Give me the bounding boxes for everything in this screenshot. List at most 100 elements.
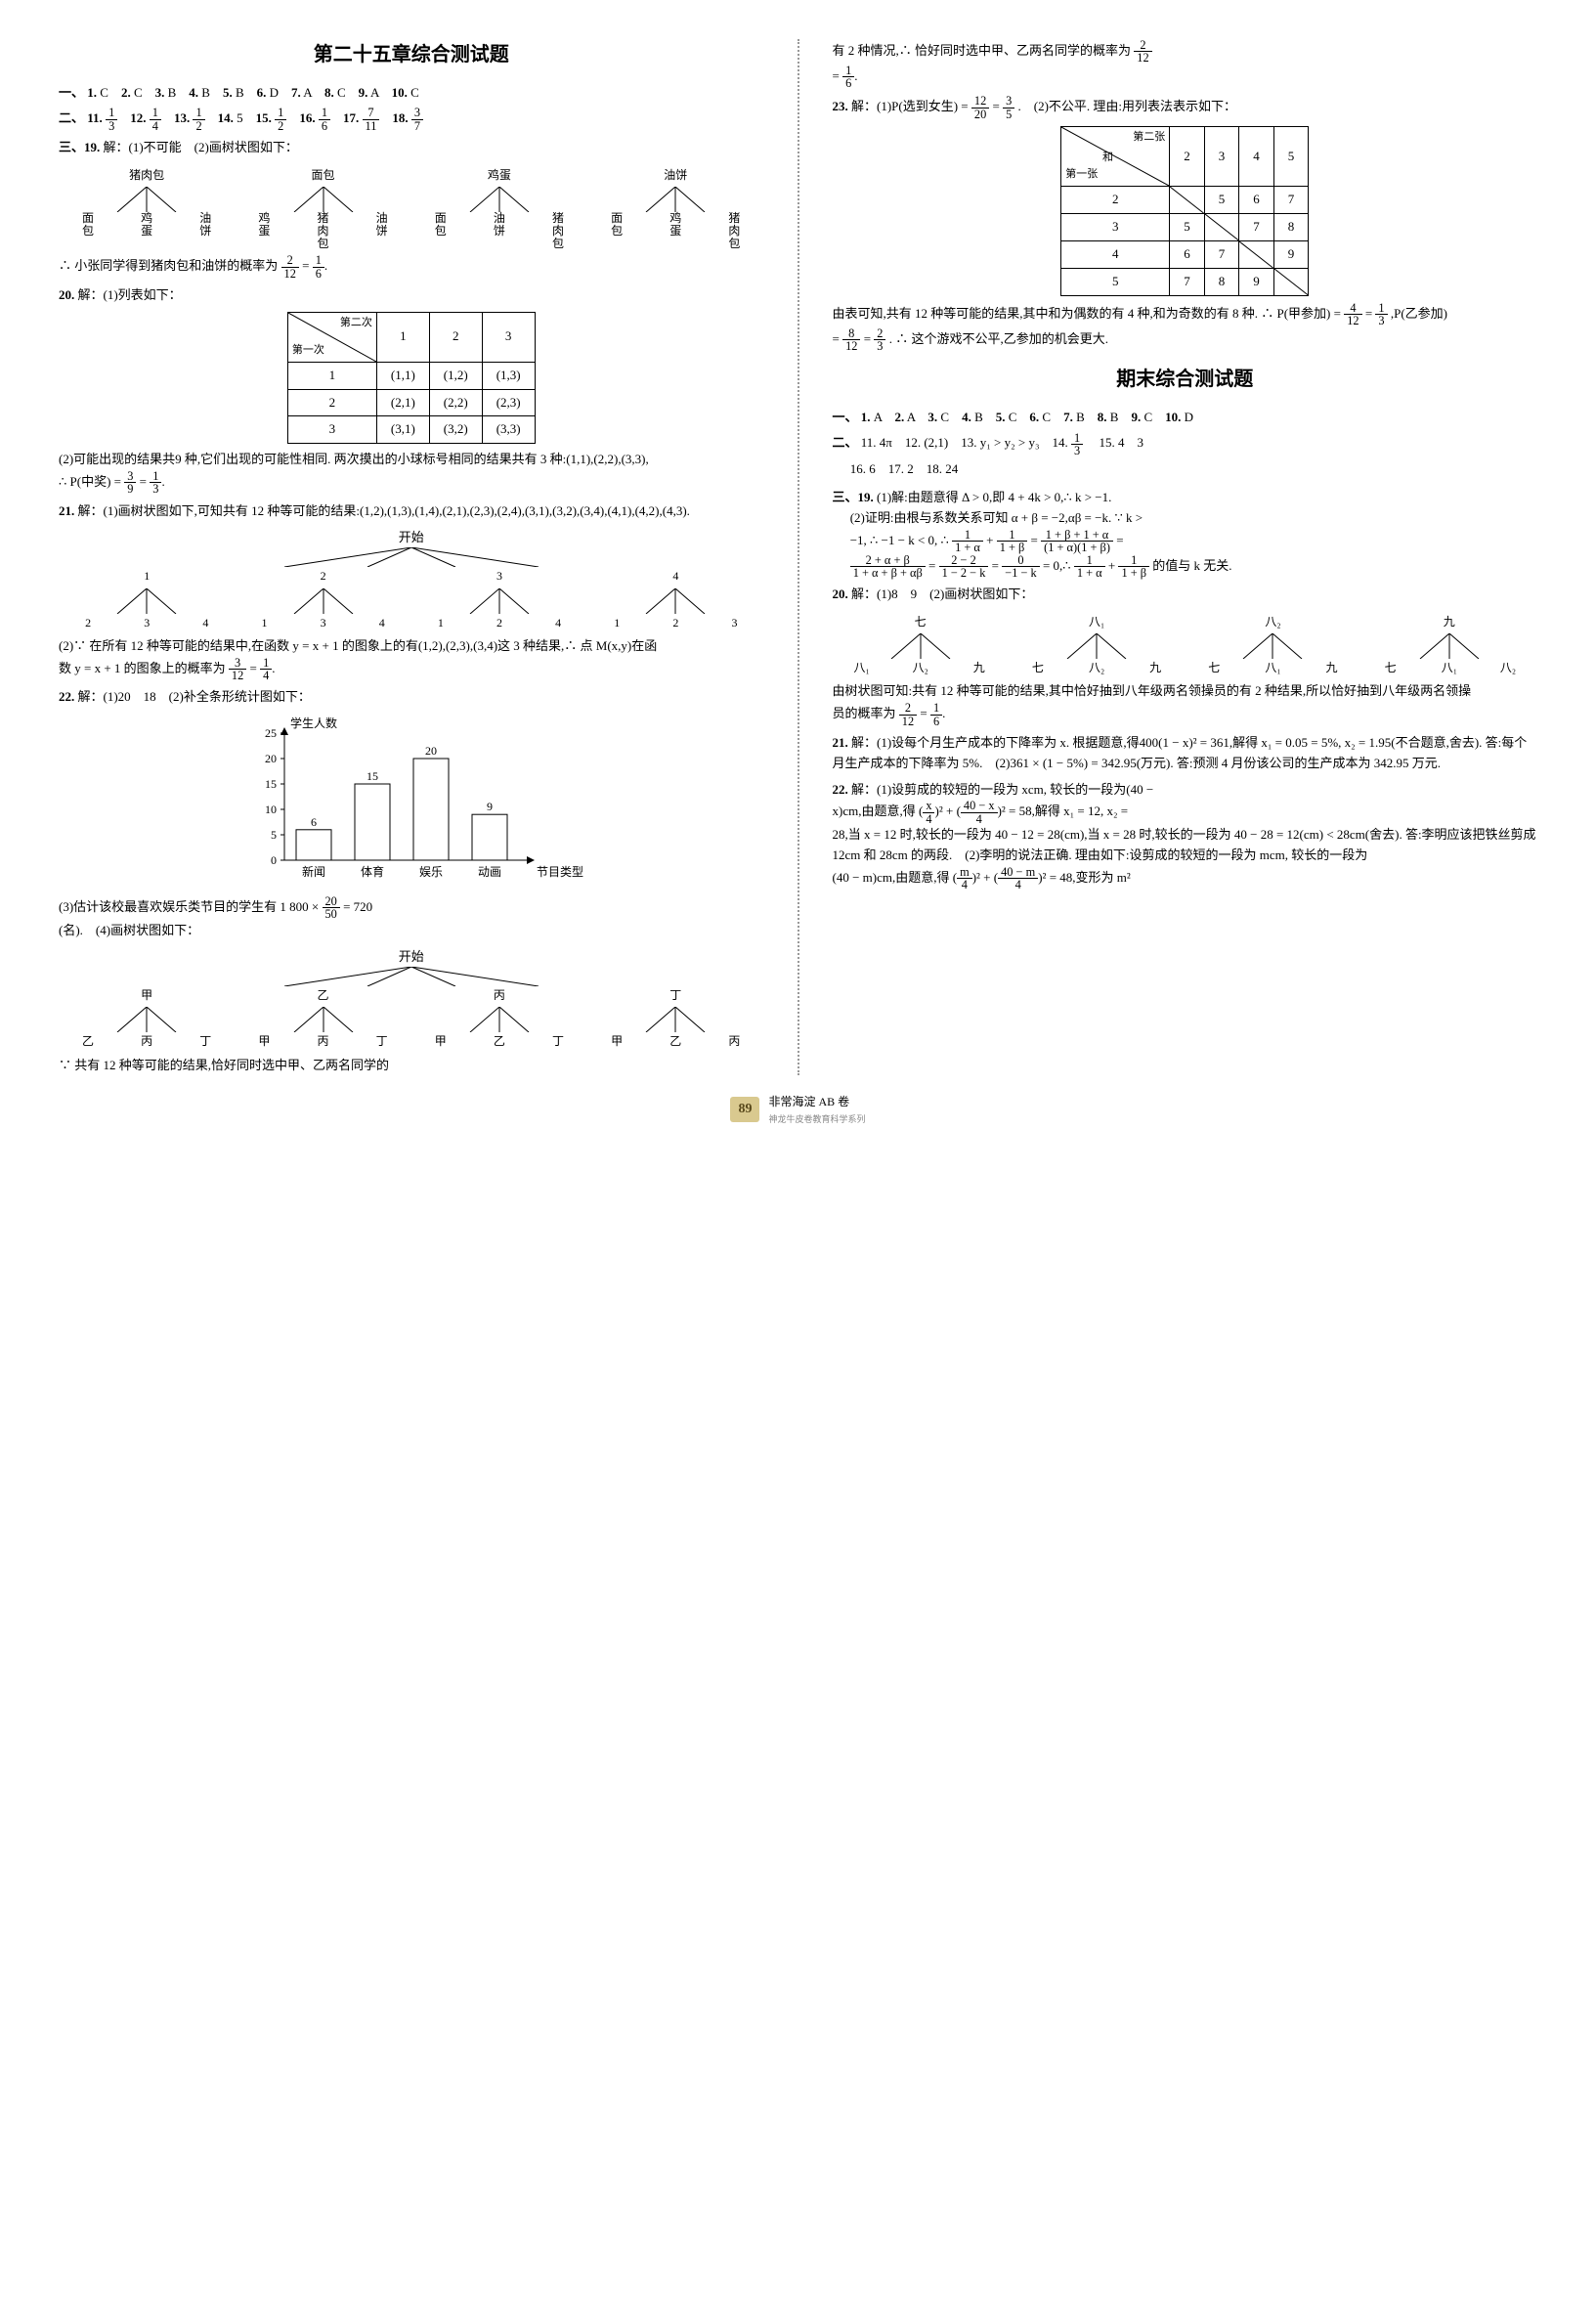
q20b-period: . <box>942 706 945 720</box>
svg-text:动画: 动画 <box>478 865 501 879</box>
q19-tree: 猪肉包面包鸡蛋油饼面包鸡蛋猪肉包油饼鸡蛋面包油饼猪肉包油饼面包鸡蛋猪肉包 <box>59 166 764 251</box>
q19b-fC: 1 + β + 1 + α(1 + α)(1 + β) <box>1041 529 1113 554</box>
sec2b-l1b: 15. 4 3 <box>1086 435 1143 450</box>
q23-eq3: = <box>1365 306 1376 321</box>
final-exam-title: 期末综合测试题 <box>833 364 1538 395</box>
q20b-tree: 七八₁八₂九八₁七八₂九八₂七八₁九九七八₁八₂ <box>833 613 1538 677</box>
q19b: 三、19. (1)解:由题意得 Δ > 0,即 4 + 4k > 0,∴ k >… <box>833 488 1538 579</box>
q19b-eq5: = 0,∴ <box>1043 557 1074 572</box>
q23-t4s: . ∴ 这个游戏不公平,乙参加的机会更大. <box>889 331 1108 346</box>
q22b-p3: 28,当 x = 12 时,较长的一段为 40 − 12 = 28(cm),当 … <box>833 825 1538 866</box>
q23-f4: 13 <box>1375 302 1387 327</box>
q19-num: 19. <box>84 140 100 154</box>
q19b-fE: 2 − 21 − 2 − k <box>939 554 989 580</box>
q19b-fF: 0−1 − k <box>1002 554 1039 580</box>
svg-text:10: 10 <box>265 803 277 816</box>
q23-f5: 812 <box>842 327 860 353</box>
q19b-fA: 11 + α <box>952 529 983 554</box>
q22-part3-line2: (名). (4)画树状图如下： <box>59 921 764 941</box>
q22-tail: ∵ 共有 12 种等可能的结果,恰好同时选中甲、乙两名同学的 <box>59 1056 764 1076</box>
q20b-t2: 由树状图可知:共有 12 种等可能的结果,其中恰好抽到八年级两名领操员的有 2 … <box>833 681 1538 702</box>
q22b-sq3: ² + <box>976 869 994 884</box>
q22-p3-suffix: = 720 <box>343 899 372 914</box>
q19-conclusion: ∴ 小张同学得到猪肉包和油饼的概率为 212 = 16. <box>59 254 764 280</box>
q23-text4: = 812 = 23 . ∴ 这个游戏不公平,乙参加的机会更大. <box>833 327 1538 353</box>
q22-num: 22. <box>59 689 74 704</box>
q22b-sq1: ² + <box>939 804 957 818</box>
q20-eq: = <box>140 474 151 489</box>
q19b-fB: 11 + β <box>997 529 1028 554</box>
sec1-prefix: 一、 <box>59 85 84 100</box>
q19b-eq3: = <box>928 557 939 572</box>
q20-text2: (2)可能出现的结果共9 种,它们出现的可能性相同. 两次摸出的小球标号相同的结… <box>59 450 764 470</box>
q19b-fH: 11 + β <box>1118 554 1149 580</box>
q21: 21. 解：(1)画树状图如下,可知共有 12 种等可能的结果:(1,2),(1… <box>59 501 764 681</box>
sec2b-l1: 11. 4π 12. (2,1) 13. y₁ > y₂ > y₃ 14. <box>861 435 1071 450</box>
svg-text:9: 9 <box>487 800 493 813</box>
q19-eq: = <box>302 258 309 273</box>
svg-text:25: 25 <box>265 726 277 740</box>
q21b-num: 21. <box>833 735 848 750</box>
q20-f2: 13 <box>150 470 161 496</box>
q19b-p4tail: 的值与 k 无关. <box>1152 557 1231 572</box>
q23-eq5: = <box>864 331 875 346</box>
q19b-fG: 11 + α <box>1074 554 1105 580</box>
q22b-sq2: ² = 58,解得 x₁ = 12, x₂ = <box>1002 804 1128 818</box>
q22-tree: 甲乙丙丁乙甲丙丁丙甲乙丁丁甲乙丙 <box>59 986 764 1051</box>
cont1-f1: 212 <box>1134 39 1151 65</box>
left-column: 第二十五章综合测试题 一、 1. C 2. C 3. B 4. B 5. B 6… <box>59 39 764 1075</box>
q20b-cp: 员的概率为 <box>833 706 896 720</box>
q21b: 21. 解：(1)设每个月生产成本的下降率为 x. 根据题意,得400(1 − … <box>833 733 1538 774</box>
cont1-eq: = <box>833 68 843 83</box>
q19b-num: 19. <box>858 490 874 504</box>
q21-f2: 14 <box>260 657 272 682</box>
q20-table: 第一次第二次1231(1,1)(1,2)(1,3)2(2,1)(2,2)(2,3… <box>287 312 536 444</box>
footer-line2: 神龙牛皮卷教育科学系列 <box>768 1112 865 1126</box>
q20-conc: ∴ P(中奖) = 39 = 13. <box>59 470 764 496</box>
column-divider <box>798 39 799 1075</box>
q23-f2: 35 <box>1003 95 1014 120</box>
q23-table: 第一张第二张和23452567357846795789 <box>1060 126 1309 296</box>
q20b-conc: 员的概率为 212 = 16. <box>833 702 1538 727</box>
q20-f1: 39 <box>124 470 136 496</box>
sec2b-l2: 16. 6 17. 2 18. 24 <box>850 456 1537 482</box>
q22-top-branches <box>216 967 607 986</box>
svg-text:体育: 体育 <box>361 864 384 879</box>
q22-p3-prefix: (3)估计该校最喜欢娱乐类节目的学生有 1 800 × <box>59 899 323 914</box>
q19-frac2: 16 <box>313 254 324 280</box>
sec1b-prefix: 一、 <box>833 410 858 424</box>
q21-eq: = <box>250 660 261 674</box>
q19: 三、19. 解：(1)不可能 (2)画树状图如下： 猪肉包面包鸡蛋油饼面包鸡蛋猪… <box>59 138 764 280</box>
q22b-fD: 40 − m4 <box>998 866 1038 891</box>
q19b-plus: + <box>986 533 997 547</box>
q20-num: 20. <box>59 287 74 302</box>
q22-lead: 解：(1)20 18 (2)补全条形统计图如下： <box>78 689 311 704</box>
q20b-lead: 解：(1)8 9 (2)画树状图如下： <box>851 586 1033 601</box>
q21-part2b: 数 y = x + 1 的图象上的概率为 312 = 14. <box>59 657 764 682</box>
q21-lead: 解：(1)画树状图如下,可知共有 12 种等可能的结果:(1,2),(1,3),… <box>78 503 690 518</box>
q19b-fD: 2 + α + β1 + α + β + αβ <box>850 554 926 580</box>
q20b-num: 20. <box>833 586 848 601</box>
q22-f3: 2050 <box>323 895 340 921</box>
page-number: 89 <box>730 1097 759 1122</box>
chapter25-title: 第二十五章综合测试题 <box>59 39 764 70</box>
q23-eq1: = <box>992 99 1003 113</box>
q19b-p2: (2)证明:由根与系数关系可知 α + β = −2,αβ = −k. ∵ k … <box>850 508 1537 529</box>
q22: 22. 解：(1)20 18 (2)补全条形统计图如下： 0510152025学… <box>59 687 764 1075</box>
q20-period: . <box>161 474 164 489</box>
q23-f3: 412 <box>1344 302 1361 327</box>
q21-part2a: (2)∵ 在所有 12 种等可能的结果中,在函数 y = x + 1 的图象上的… <box>59 636 764 657</box>
q23-f6: 23 <box>874 327 885 353</box>
q19b-p3: −1, ∴ −1 − k < 0, ∴ 11 + α + 11 + β = 1 … <box>850 529 1537 554</box>
q19b-p3a: −1, ∴ −1 − k < 0, ∴ <box>850 533 952 547</box>
q23-t2: 由表可知,共有 12 种等可能的结果,其中和为偶数的有 4 种,和为奇数的有 8… <box>833 306 1345 321</box>
q23-t4p: = <box>833 331 843 346</box>
svg-text:15: 15 <box>265 777 277 791</box>
svg-text:20: 20 <box>425 744 437 758</box>
sec3-prefix: 三、 <box>59 140 84 154</box>
q22b-num: 22. <box>833 782 848 797</box>
svg-text:15: 15 <box>367 769 378 783</box>
q21-top-branches <box>216 547 607 567</box>
q20-lead: 解：(1)列表如下： <box>78 287 182 302</box>
svg-text:学生人数: 学生人数 <box>290 716 337 730</box>
